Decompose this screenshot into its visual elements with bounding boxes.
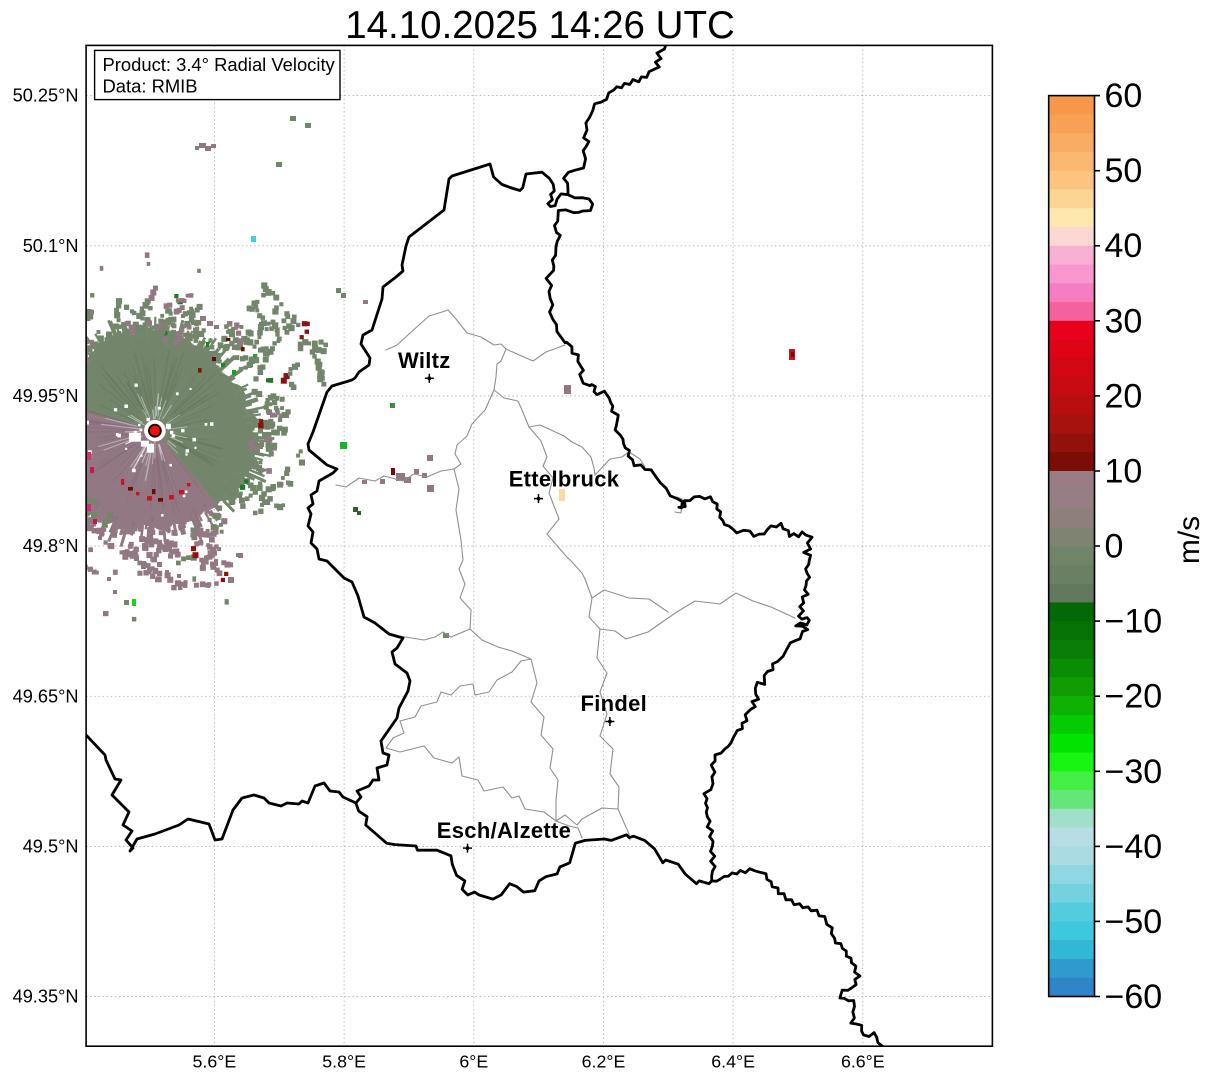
svg-text:Data: RMIB: Data: RMIB bbox=[103, 76, 198, 97]
svg-text:5.8°E: 5.8°E bbox=[322, 1052, 366, 1072]
svg-text:−30: −30 bbox=[1105, 753, 1163, 791]
svg-text:6.2°E: 6.2°E bbox=[582, 1052, 626, 1072]
svg-text:6°E: 6°E bbox=[459, 1052, 488, 1072]
svg-text:6.6°E: 6.6°E bbox=[841, 1052, 885, 1072]
svg-text:30: 30 bbox=[1105, 302, 1143, 340]
svg-text:49.95°N: 49.95°N bbox=[13, 386, 79, 406]
svg-text:6.4°E: 6.4°E bbox=[711, 1052, 755, 1072]
svg-text:49.8°N: 49.8°N bbox=[23, 536, 79, 556]
svg-text:Ettelbruck: Ettelbruck bbox=[509, 467, 620, 492]
svg-text:Findel: Findel bbox=[581, 691, 648, 716]
svg-text:50.1°N: 50.1°N bbox=[23, 236, 79, 256]
svg-text:Product: 3.4° Radial Velocity: Product: 3.4° Radial Velocity bbox=[103, 54, 336, 75]
svg-text:−10: −10 bbox=[1105, 603, 1163, 641]
svg-text:5.6°E: 5.6°E bbox=[193, 1052, 237, 1072]
svg-text:50: 50 bbox=[1105, 152, 1143, 190]
svg-text:14.10.2025 14:26 UTC: 14.10.2025 14:26 UTC bbox=[345, 4, 735, 47]
svg-text:Wiltz: Wiltz bbox=[398, 348, 451, 373]
svg-text:50.25°N: 50.25°N bbox=[13, 86, 79, 106]
svg-text:10: 10 bbox=[1105, 453, 1143, 491]
svg-text:Esch/Alzette: Esch/Alzette bbox=[437, 818, 571, 843]
svg-text:0: 0 bbox=[1105, 528, 1124, 566]
svg-text:−60: −60 bbox=[1105, 978, 1163, 1016]
svg-text:49.35°N: 49.35°N bbox=[13, 987, 79, 1007]
svg-text:20: 20 bbox=[1105, 377, 1143, 415]
svg-text:60: 60 bbox=[1105, 77, 1143, 115]
svg-text:−20: −20 bbox=[1105, 678, 1163, 716]
svg-text:49.5°N: 49.5°N bbox=[23, 836, 79, 856]
svg-text:49.65°N: 49.65°N bbox=[13, 686, 79, 706]
svg-text:−40: −40 bbox=[1105, 828, 1163, 866]
svg-text:40: 40 bbox=[1105, 227, 1143, 265]
svg-text:−50: −50 bbox=[1105, 903, 1163, 941]
svg-text:m/s: m/s bbox=[1173, 516, 1206, 564]
